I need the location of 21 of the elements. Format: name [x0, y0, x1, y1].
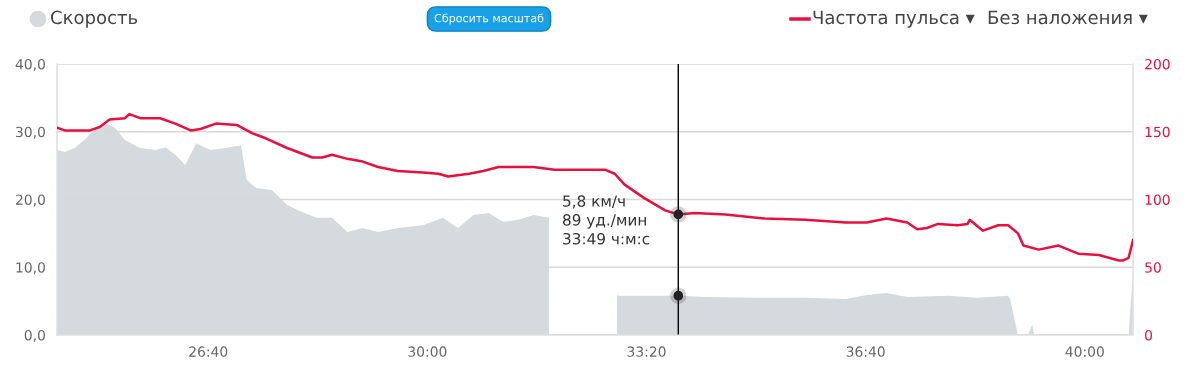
y2-tick-label: 50 [1145, 262, 1161, 273]
y2-tick-label: 150 [1145, 126, 1170, 138]
line-series [57, 112, 1133, 262]
y2-tick-label: 100 [1145, 194, 1170, 205]
y2-tick-label: 200 [1145, 58, 1170, 70]
legend-label: Скорость [51, 10, 138, 28]
legend-label: Частота пульса ▾ [813, 10, 975, 28]
annotation: 5,8 км/ч 89 уд./мин 33:49 ч:м:с [563, 195, 650, 245]
x-tick-label: 33:20 [627, 346, 666, 357]
x-tick-label: 40:00 [1065, 346, 1104, 357]
x-tick-label: 26:40 [189, 346, 228, 357]
y-tick-label: 30,0 [16, 126, 45, 139]
text: Без наложения ▾ [988, 10, 1148, 25]
y-tick-label: 10,0 [16, 262, 45, 275]
y-tick-label: 20,0 [15, 194, 45, 207]
x-tick-label: 30:00 [408, 346, 447, 357]
y-tick-label: 40,0 [15, 58, 45, 71]
x-tick-label: 36:40 [846, 346, 885, 357]
text: Сбросить масштаб [434, 13, 544, 25]
y-tick-label: 0,0 [24, 329, 45, 342]
y2-tick-label: 0 [1145, 329, 1153, 341]
